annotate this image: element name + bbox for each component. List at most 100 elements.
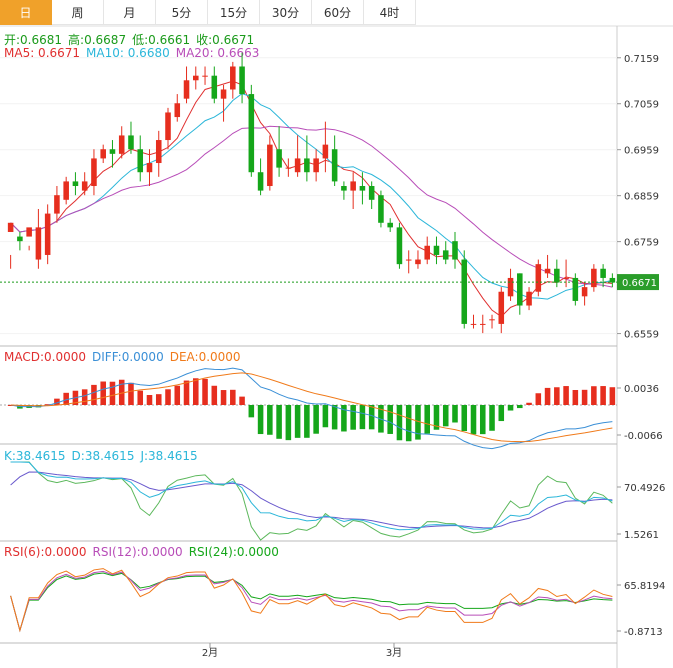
candle-body: [507, 277, 514, 297]
candle-body: [7, 222, 14, 232]
xtick-label: 3月: [386, 647, 402, 659]
j-value: J:38.4615: [140, 449, 198, 463]
macd-bar: [44, 404, 51, 406]
macd-bar: [100, 381, 106, 405]
candle-body: [461, 259, 468, 324]
candle-body: [415, 259, 421, 265]
ma10-value: MA10: 0.6680: [86, 46, 170, 60]
rsi6-value: RSI(6):0.0000: [4, 545, 87, 559]
candle-body: [322, 144, 329, 159]
candle-body: [165, 112, 171, 141]
macd-bar: [322, 405, 329, 428]
candle-body: [230, 66, 236, 90]
candle-body: [479, 323, 486, 325]
kdj-legend: K:38.4615 D:38.4615 J:38.4615: [4, 449, 204, 463]
tab-4[interactable]: 15分: [208, 0, 260, 25]
macd-bar: [526, 402, 532, 405]
macd-bar: [165, 389, 171, 405]
ytick-label: 70.4926: [624, 483, 665, 494]
xtick-label: 2月: [202, 647, 218, 659]
macd-bar: [81, 389, 88, 405]
macd-bar: [137, 390, 144, 405]
ytick-label: 0.0036: [624, 384, 659, 395]
macd-bar: [359, 405, 366, 430]
macd-bar: [424, 405, 430, 434]
macd-bar: [304, 405, 310, 438]
candle-body: [100, 149, 106, 159]
macd-bar: [109, 381, 116, 405]
d-value: D:38.4615: [71, 449, 135, 463]
candle-body: [220, 89, 227, 99]
candle-body: [202, 75, 208, 77]
macd-bar: [368, 405, 375, 430]
tab-1[interactable]: 周: [52, 0, 104, 25]
ytick-label: 0.6759: [624, 238, 659, 249]
tab-7[interactable]: 4时: [364, 0, 416, 25]
candle-body: [405, 259, 412, 261]
macd-bar: [433, 405, 440, 430]
tab-2[interactable]: 月: [104, 0, 156, 25]
candle-body: [572, 277, 579, 301]
macd-bar: [257, 405, 264, 435]
candle-body: [44, 213, 51, 255]
ma-legend: MA5: 0.6671 MA10: 0.6680 MA20: 0.6663: [4, 46, 265, 60]
macd-bar: [294, 405, 301, 438]
candle-body: [109, 149, 116, 154]
candle-body: [563, 277, 569, 279]
candle-body: [387, 222, 393, 228]
macd-bar: [442, 405, 449, 427]
macd-bar: [554, 387, 560, 405]
macd-bar: [544, 387, 551, 405]
dea-value: DEA:0.0000: [169, 350, 241, 364]
ytick-label: 0.6559: [624, 330, 659, 341]
candle-body: [128, 135, 134, 150]
candle-body: [341, 186, 347, 191]
current-price-tag: [617, 274, 659, 291]
candle-body: [359, 186, 366, 191]
k-value: K:38.4615: [4, 449, 66, 463]
candle-body: [239, 66, 245, 95]
close-value: 收:0.6671: [196, 33, 255, 47]
ytick-label: -0.8713: [624, 627, 663, 638]
candle-body: [17, 236, 23, 242]
rsi12-value: RSI(12):0.0000: [92, 545, 183, 559]
ytick-label: 1.5261: [624, 530, 659, 541]
candle-body: [331, 149, 338, 182]
ohlc-legend: 开:0.6681 高:0.6687 低:0.6661 收:0.6671: [4, 31, 260, 48]
tab-6[interactable]: 60分: [312, 0, 364, 25]
macd-bar: [276, 405, 282, 439]
candle-body: [350, 181, 356, 191]
ytick-label: 0.6959: [624, 146, 659, 157]
ytick-label: 0.7159: [624, 54, 659, 65]
macd-bar: [63, 392, 69, 405]
macd-bar: [479, 405, 486, 435]
macd-bar: [470, 405, 477, 435]
macd-bar: [211, 385, 218, 405]
candle-body: [581, 287, 588, 297]
diff-value: DIFF:0.0000: [92, 350, 164, 364]
candle-body: [368, 186, 375, 200]
macd-value: MACD:0.0000: [4, 350, 87, 364]
macd-bar: [220, 390, 227, 405]
macd-bar: [591, 386, 597, 405]
tab-5[interactable]: 30分: [260, 0, 312, 25]
macd-bar: [489, 405, 495, 431]
macd-bar: [498, 405, 505, 422]
candle-body: [211, 75, 218, 99]
candle-body: [424, 245, 430, 260]
candle-body: [257, 172, 264, 191]
tab-0[interactable]: 日: [0, 0, 52, 25]
candle-body: [54, 195, 60, 214]
macd-bar: [452, 405, 458, 423]
tab-3[interactable]: 5分: [156, 0, 208, 25]
macd-bar: [517, 405, 523, 409]
candle-body: [294, 158, 301, 173]
macd-bar: [405, 405, 412, 442]
candle-body: [72, 181, 79, 187]
candle-body: [609, 277, 616, 283]
candle-body: [63, 181, 69, 200]
macd-bar: [387, 405, 393, 434]
macd-legend: MACD:0.0000 DIFF:0.0000 DEA:0.0000: [4, 350, 247, 364]
macd-bar: [118, 379, 125, 405]
